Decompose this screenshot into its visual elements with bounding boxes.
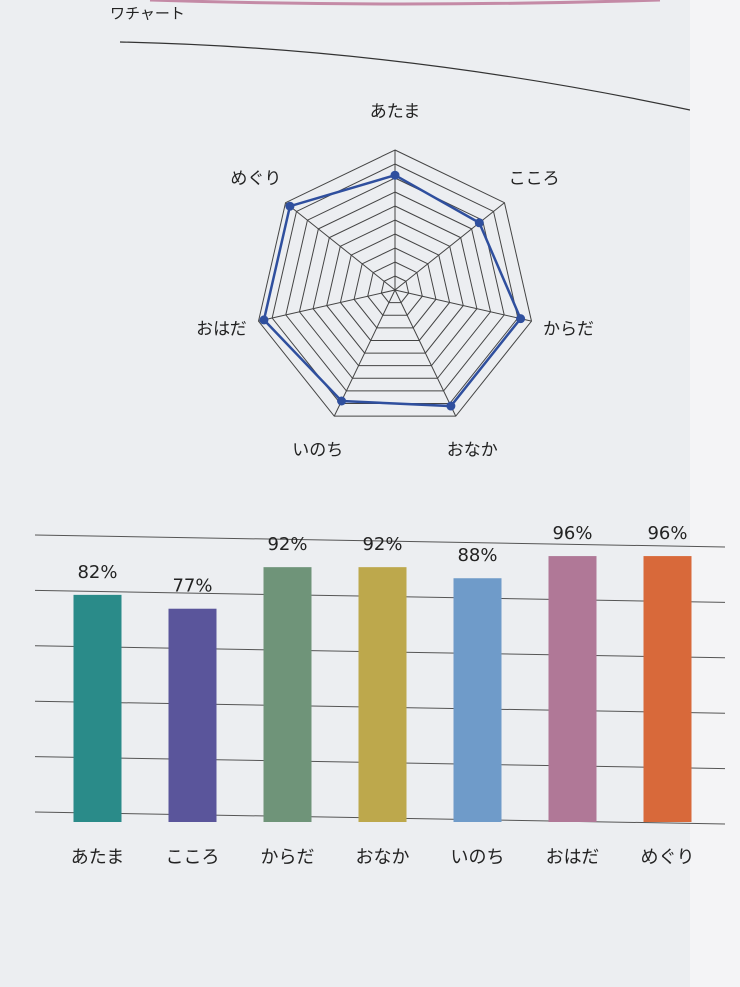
axis-label: おはだ: [196, 320, 247, 340]
value-label: 92%: [267, 534, 307, 555]
bar: [73, 594, 122, 822]
axis-label: あたま: [370, 102, 421, 122]
grid-ring: [257, 149, 533, 417]
spoke: [394, 289, 457, 417]
grid-ring: [380, 275, 410, 304]
grid-line: [34, 534, 726, 548]
grid-ring: [339, 233, 451, 341]
value-label: 92%: [362, 534, 402, 555]
radar-point: [516, 314, 526, 324]
grid-ring: [326, 219, 464, 354]
bar: [643, 556, 692, 822]
grid-ring: [298, 191, 492, 379]
radar-point: [337, 396, 347, 406]
spoke: [285, 202, 396, 291]
header-rule: [119, 41, 691, 111]
x-tick-label: こころ: [166, 847, 220, 868]
value-label: 96%: [647, 523, 687, 544]
value-label: 82%: [77, 562, 117, 583]
radar-point: [285, 201, 295, 211]
spoke: [394, 202, 505, 291]
header-title: ワチャート: [110, 5, 185, 23]
axis-label: おなか: [447, 440, 498, 460]
x-tick-label: めぐり: [641, 847, 695, 868]
x-tick-label: あたま: [71, 847, 124, 868]
value-label: 77%: [172, 576, 212, 597]
radar-point: [259, 315, 269, 325]
x-tick-label: いのち: [451, 847, 505, 868]
bar: [548, 556, 597, 822]
bar: [168, 608, 217, 822]
radar-point: [474, 218, 484, 228]
radar-point: [390, 170, 400, 180]
x-tick-label: おはだ: [546, 847, 600, 868]
spoke: [258, 289, 396, 322]
value-label: 96%: [552, 523, 592, 544]
axis-label: こころ: [509, 169, 560, 189]
spoke: [333, 289, 396, 417]
grid-ring: [353, 247, 437, 329]
axis-label: からだ: [543, 320, 594, 340]
axis-label: いのち: [292, 440, 343, 460]
axis-label: めぐり: [230, 169, 281, 189]
spoke: [394, 289, 532, 322]
radar-point: [446, 401, 456, 411]
radar-line: [262, 173, 523, 408]
header-ornament: [149, 0, 661, 6]
next-page: [690, 0, 740, 987]
x-tick-label: からだ: [261, 847, 315, 868]
grid-ring: [312, 205, 478, 367]
bar: [453, 578, 502, 822]
value-label: 88%: [457, 545, 497, 566]
grid-ring: [367, 261, 423, 316]
bar: [358, 567, 407, 822]
bar: [263, 567, 312, 822]
x-tick-label: おなか: [356, 847, 410, 868]
